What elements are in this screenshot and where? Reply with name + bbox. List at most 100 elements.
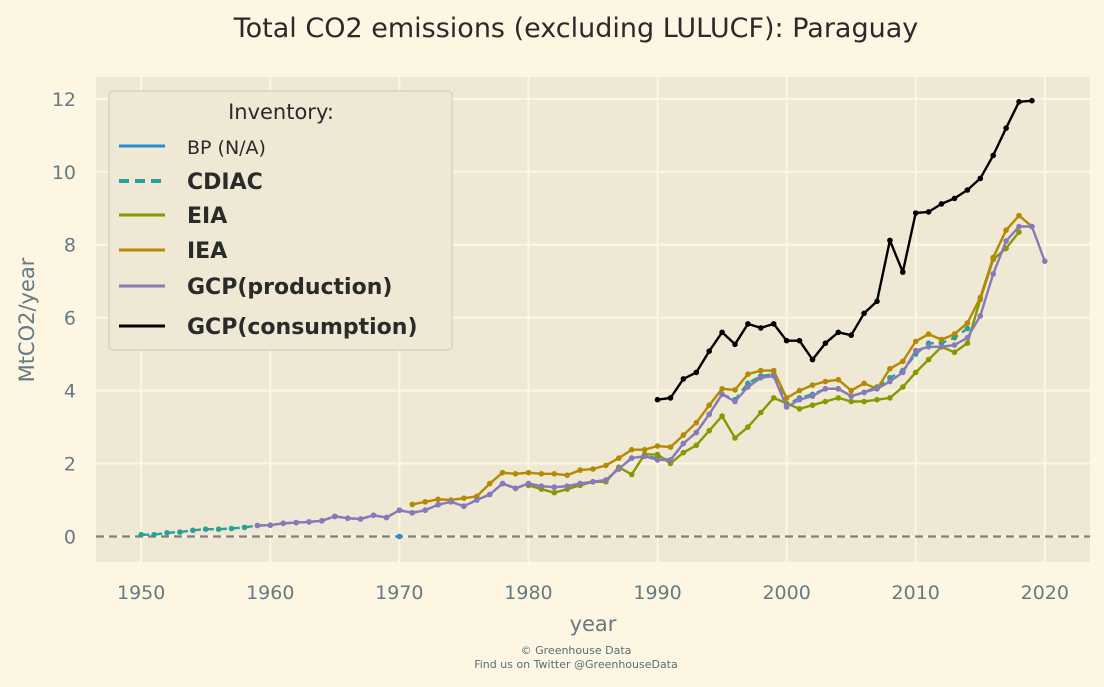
y-tick-label: 4	[64, 381, 76, 403]
data-point-gcp-production	[564, 483, 570, 490]
data-point-gcp-consumption	[680, 376, 687, 382]
data-point-iea	[693, 419, 700, 426]
data-point-gcp-consumption	[783, 337, 790, 344]
data-point-iea	[964, 320, 971, 326]
legend-label: GCP(production)	[187, 275, 392, 300]
data-point-eia	[964, 340, 971, 347]
data-point-cdiac	[215, 526, 222, 532]
data-point-gcp-production	[461, 503, 467, 510]
data-point-gcp-production	[267, 522, 274, 528]
y-tick-label: 12	[52, 89, 76, 111]
data-point-gcp-consumption	[848, 332, 854, 339]
series-iea	[409, 212, 1035, 508]
data-point-iea	[938, 336, 945, 343]
data-point-gcp-production	[280, 520, 287, 527]
data-point-gcp-production	[964, 334, 971, 341]
series-line-gcp-consumption	[657, 99, 1033, 401]
data-point-gcp-production	[538, 483, 545, 490]
data-point-iea	[783, 395, 790, 401]
data-point-eia	[887, 395, 893, 401]
data-point-eia	[861, 398, 867, 405]
legend: Inventory: BP (N/A) CDIAC EIA IEA GCP(produc…	[108, 90, 453, 351]
data-point-cdiac	[138, 531, 144, 538]
data-point-gcp-production	[770, 373, 777, 379]
data-point-gcp-production	[422, 507, 429, 513]
data-point-iea	[512, 471, 519, 477]
data-point-gcp-production	[332, 513, 338, 520]
data-point-iea	[654, 443, 661, 449]
data-point-iea	[912, 338, 919, 345]
data-point-iea	[861, 380, 867, 387]
legend-label: BP (N/A)	[187, 137, 266, 159]
data-point-iea	[719, 386, 725, 392]
data-point-gcp-consumption	[809, 356, 816, 363]
data-point-iea	[422, 499, 429, 505]
x-tick-label: 2020	[1021, 582, 1069, 604]
data-point-gcp-production	[357, 516, 364, 522]
x-tick-label: 1960	[246, 582, 294, 604]
x-tick-label: 1950	[117, 582, 165, 604]
x-tick-label: 1970	[375, 582, 423, 604]
legend-label: CDIAC	[187, 170, 263, 195]
data-point-eia	[770, 395, 777, 401]
data-point-iea	[758, 367, 764, 374]
data-point-gcp-production	[628, 455, 635, 461]
data-point-cdiac	[151, 531, 157, 538]
data-point-iea	[461, 495, 467, 502]
data-point-gcp-consumption	[758, 325, 764, 331]
data-point-gcp-consumption	[654, 396, 661, 403]
series-gcp-production	[254, 223, 1048, 529]
legend-box	[108, 90, 453, 351]
data-point-cdiac	[164, 530, 170, 536]
data-point-cdiac	[241, 524, 248, 531]
data-point-iea	[900, 358, 906, 365]
data-point-gcp-consumption	[900, 269, 906, 275]
data-point-eia	[758, 409, 764, 416]
chart-title: Total CO2 emissions (excluding LULUCF): …	[233, 13, 919, 44]
data-point-gcp-production	[551, 484, 558, 491]
x-tick-label: 1980	[504, 582, 552, 604]
data-point-gcp-consumption	[1029, 97, 1035, 104]
data-point-iea	[409, 501, 416, 508]
legend-title: Inventory:	[228, 100, 334, 124]
data-point-gcp-production	[319, 518, 325, 524]
data-point-eia	[925, 356, 932, 363]
data-point-gcp-production	[448, 499, 454, 505]
legend-label: EIA	[187, 204, 227, 229]
data-point-iea	[628, 446, 635, 453]
data-point-iea	[706, 402, 712, 409]
data-point-iea	[1016, 212, 1022, 219]
y-tick-label: 6	[64, 308, 76, 330]
data-point-gcp-production	[396, 507, 403, 513]
data-point-iea	[770, 367, 777, 374]
data-point-gcp-consumption	[874, 298, 880, 305]
data-point-gcp-production	[874, 386, 880, 392]
data-point-gcp-production	[951, 342, 958, 348]
data-point-gcp-production	[499, 480, 506, 487]
legend-items: BP (N/A) CDIAC EIA IEA GCP(production) GCP(co…	[119, 137, 418, 340]
data-point-cdiac	[964, 325, 971, 332]
data-point-iea	[796, 387, 803, 394]
data-point-eia	[719, 413, 725, 419]
data-point-eia	[874, 396, 880, 403]
data-point-gcp-consumption	[964, 187, 971, 193]
x-tick-label: 2010	[892, 582, 940, 604]
data-point-iea	[977, 294, 984, 301]
data-point-eia	[732, 435, 738, 441]
data-point-eia	[628, 471, 635, 478]
data-point-gcp-production	[1029, 223, 1035, 230]
tick-labels: 1950 1960 1970 1980 1990 2000 2010 2020 0 2 4 6 8 10 1…	[52, 89, 1069, 604]
data-point-eia	[796, 406, 803, 412]
data-point-gcp-consumption	[770, 321, 777, 327]
legend-label: IEA	[187, 239, 227, 264]
data-point-iea	[745, 371, 751, 378]
data-point-iea	[499, 469, 506, 476]
data-point-eia	[1016, 229, 1022, 235]
data-point-eia	[680, 449, 687, 456]
data-point-iea	[925, 331, 932, 337]
data-point-iea	[1003, 227, 1009, 233]
data-point-iea	[551, 471, 558, 477]
data-point-gcp-consumption	[925, 209, 932, 215]
data-point-iea	[809, 382, 816, 388]
data-point-gcp-production	[977, 313, 984, 319]
